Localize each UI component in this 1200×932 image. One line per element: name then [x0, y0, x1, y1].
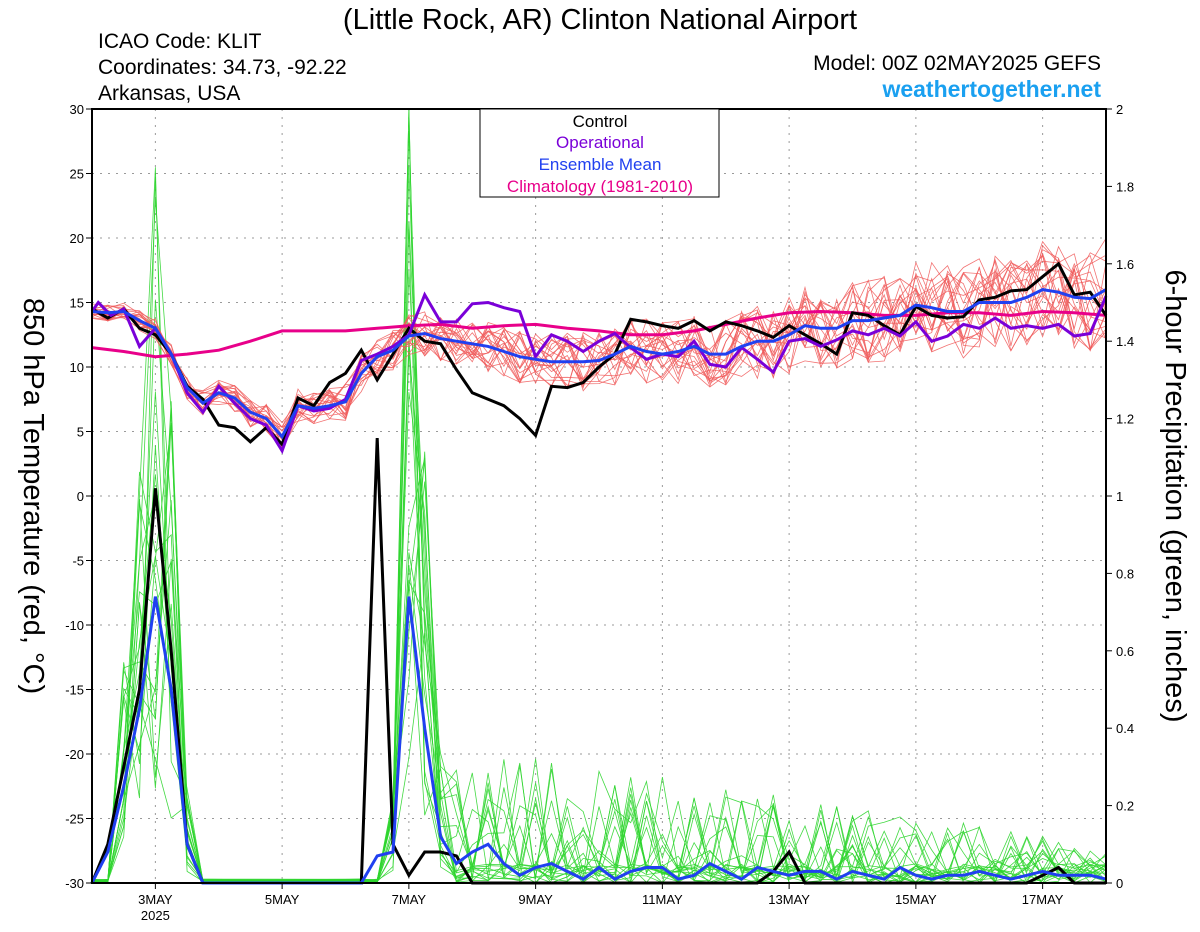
- x-tick-sublabel: 2025: [141, 908, 170, 923]
- icao-code: ICAO Code: KLIT: [98, 30, 262, 53]
- y-left-tick-label: -15: [65, 683, 84, 698]
- y-axis-right-label: 6-hour Precipitation (green, inches): [1159, 270, 1191, 723]
- y-right-tick-label: 1.6: [1116, 257, 1134, 272]
- axes: 302520151050-5-10-15-20-25-3021.81.61.41…: [65, 102, 1134, 923]
- y-right-tick-label: 0.6: [1116, 644, 1134, 659]
- y-right-tick-label: 0: [1116, 876, 1123, 891]
- y-axis-left-label: 850 hPa Temperature (red, °C): [17, 298, 49, 694]
- site-link[interactable]: weathertogether.net: [881, 76, 1101, 102]
- y-right-tick-label: 0.4: [1116, 721, 1134, 736]
- x-tick-label: 5MAY: [265, 892, 300, 907]
- region: Arkansas, USA: [98, 82, 240, 105]
- y-left-tick-label: 0: [77, 489, 84, 504]
- y-left-tick-label: -5: [72, 554, 84, 569]
- legend-ensemble-mean: Ensemble Mean: [539, 155, 662, 174]
- y-right-tick-label: 1: [1116, 489, 1123, 504]
- y-left-tick-label: -30: [65, 876, 84, 891]
- y-left-tick-label: 10: [70, 360, 84, 375]
- y-left-tick-label: 20: [70, 231, 84, 246]
- precip-member-line: [91, 108, 1107, 884]
- y-left-tick-label: 5: [77, 425, 84, 440]
- x-tick-label: 15MAY: [895, 892, 937, 907]
- y-left-tick-label: -25: [65, 812, 84, 827]
- chart-title: (Little Rock, AR) Clinton National Airpo…: [343, 4, 857, 36]
- temp-operational-line: [90, 291, 1108, 455]
- x-tick-label: 3MAY: [138, 892, 173, 907]
- y-right-tick-label: 2: [1116, 102, 1123, 117]
- y-left-tick-label: 15: [70, 296, 84, 311]
- x-tick-label: 17MAY: [1022, 892, 1064, 907]
- legend: Control Operational Ensemble Mean Climat…: [479, 108, 720, 198]
- y-left-tick-label: 25: [70, 167, 84, 182]
- x-tick-label: 7MAY: [392, 892, 427, 907]
- y-right-tick-label: 0.8: [1116, 566, 1134, 581]
- legend-control: Control: [573, 112, 628, 131]
- y-right-tick-label: 1.2: [1116, 412, 1134, 427]
- x-tick-label: 9MAY: [518, 892, 553, 907]
- x-tick-label: 13MAY: [768, 892, 810, 907]
- legend-box: [479, 108, 720, 198]
- y-left-tick-label: -20: [65, 747, 84, 762]
- y-left-tick-label: -10: [65, 618, 84, 633]
- y-right-tick-label: 1.4: [1116, 334, 1134, 349]
- y-left-tick-label: 30: [70, 102, 84, 117]
- precip-member-line: [91, 503, 1107, 884]
- y-right-tick-label: 0.2: [1116, 799, 1134, 814]
- precip-member-line: [91, 166, 1107, 884]
- precip-member-line: [91, 222, 1107, 884]
- x-tick-label: 11MAY: [642, 892, 683, 907]
- climatology-line: [91, 309, 1107, 359]
- legend-operational: Operational: [556, 133, 644, 152]
- precip-mean-line: [90, 596, 1107, 885]
- temp-control-line: [91, 261, 1108, 448]
- y-right-tick-label: 1.8: [1116, 179, 1134, 194]
- temp-member-line: [91, 244, 1107, 432]
- temp-mean-line: [91, 288, 1107, 440]
- model-run: Model: 00Z 02MAY2025 GEFS: [813, 52, 1101, 75]
- precip-member-line: [91, 108, 1107, 884]
- coordinates: Coordinates: 34.73, -92.22: [98, 56, 347, 79]
- legend-climatology: Climatology (1981-2010): [507, 177, 693, 196]
